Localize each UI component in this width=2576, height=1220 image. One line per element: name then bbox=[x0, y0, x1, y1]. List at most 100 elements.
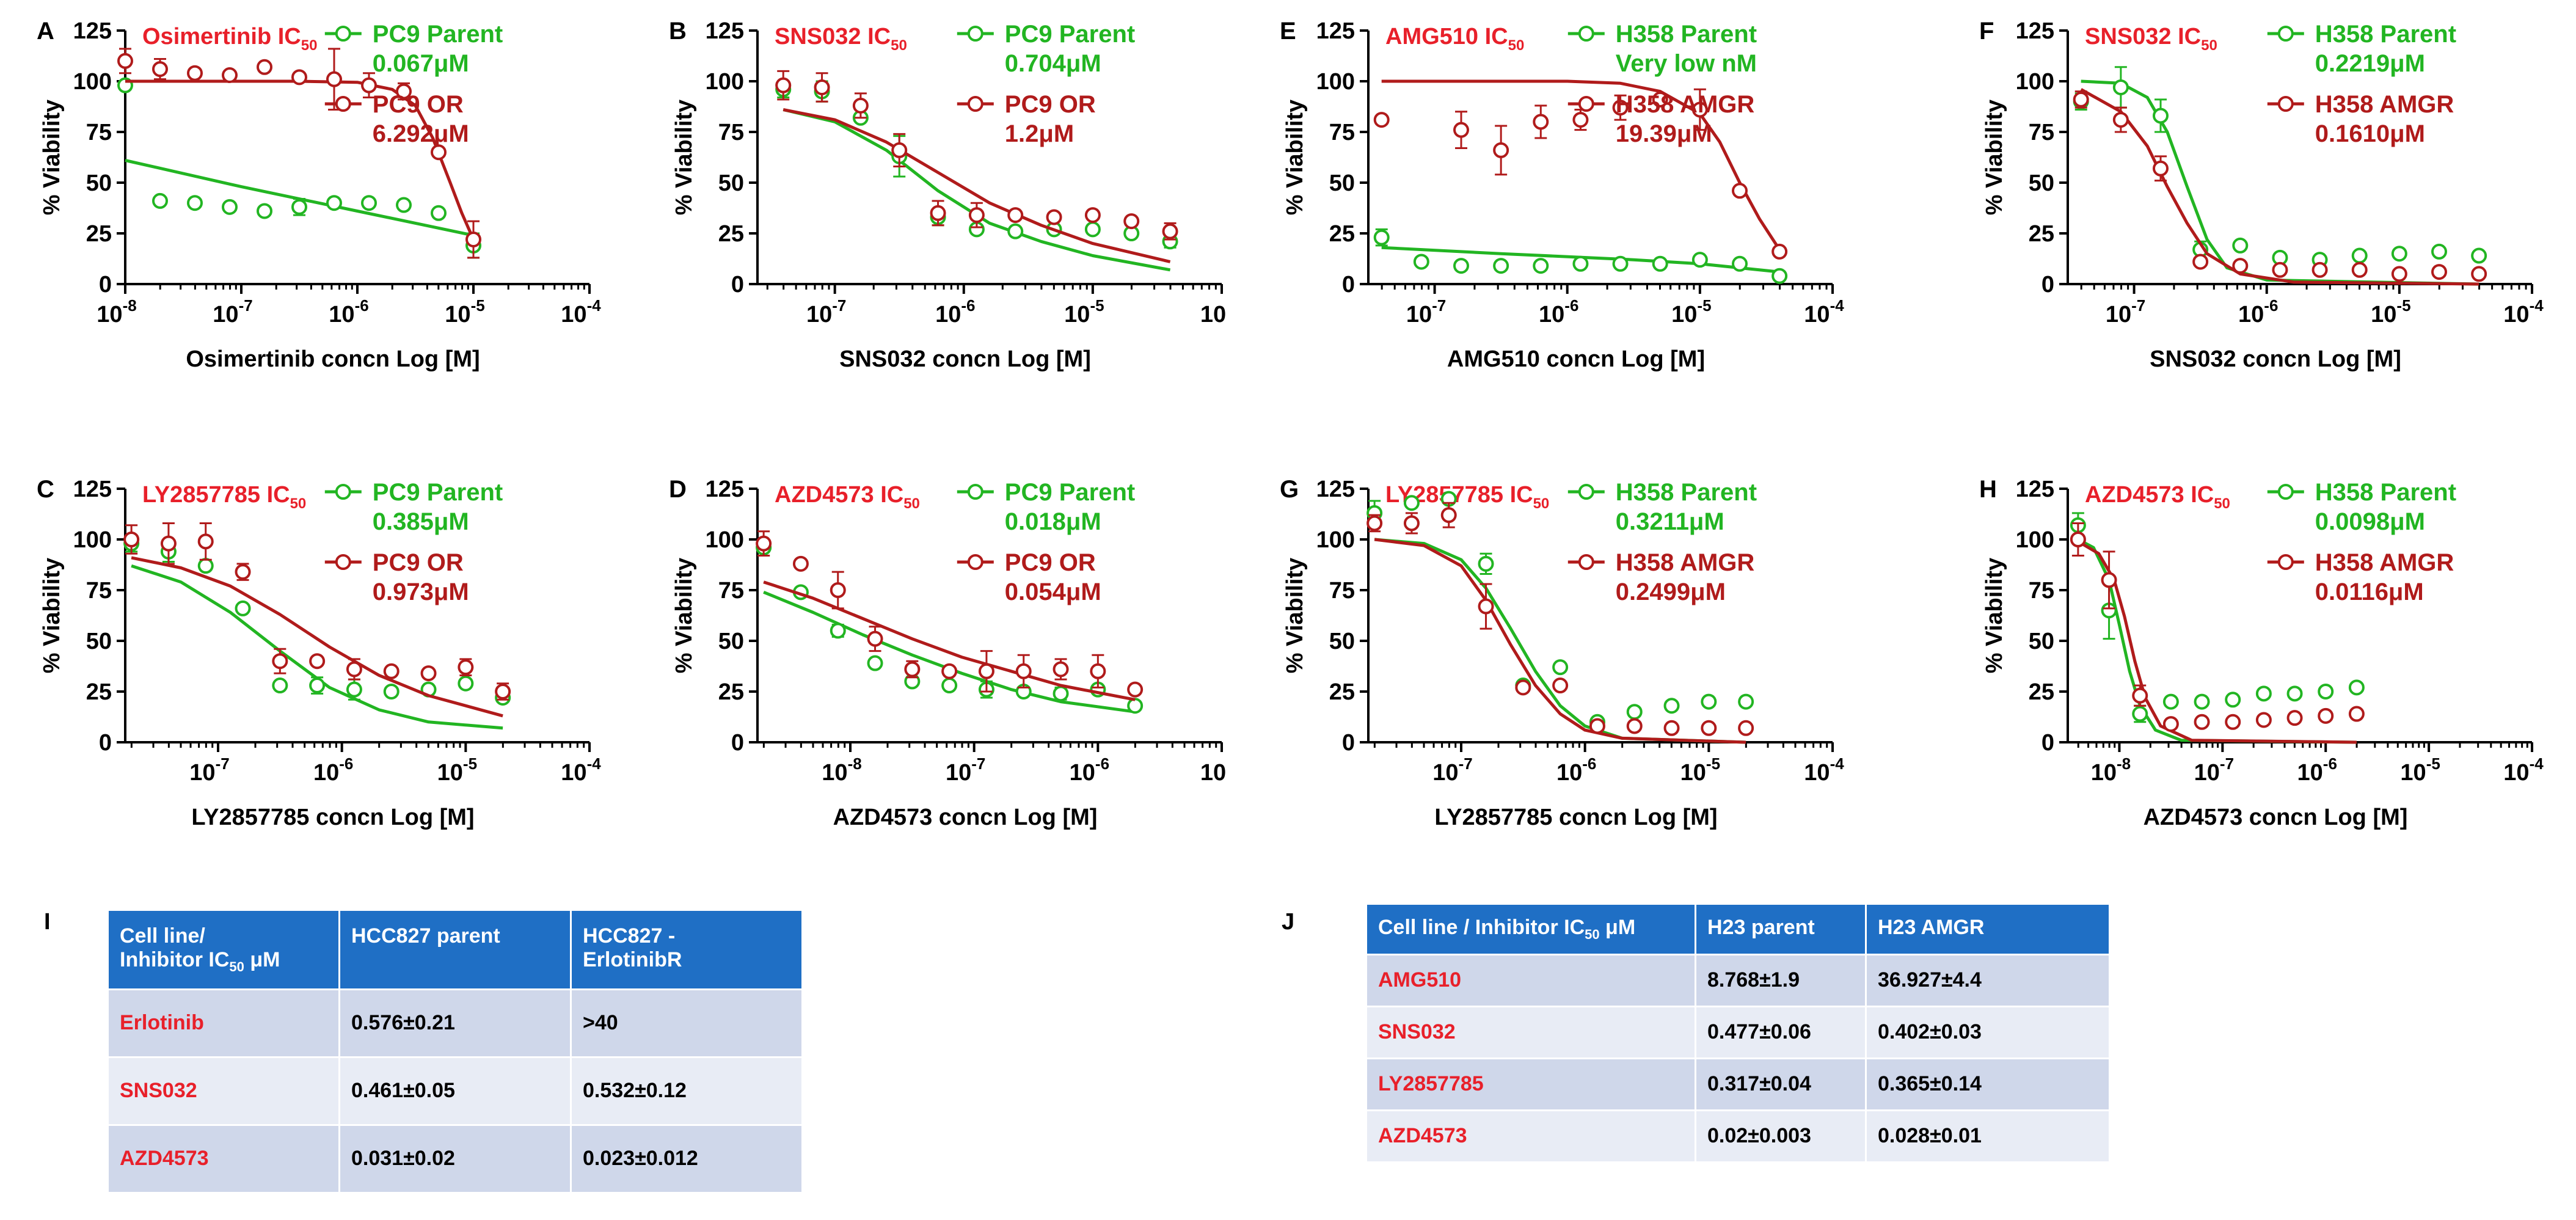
chart-title: SNS032 IC50 bbox=[2085, 24, 2217, 54]
data-point bbox=[187, 195, 203, 211]
data-point bbox=[1652, 255, 1668, 272]
y-tick-label: 0 bbox=[1342, 272, 1355, 298]
data-point bbox=[1127, 681, 1144, 698]
data-point bbox=[1053, 685, 1069, 702]
x-tick-label: 10-4 bbox=[2503, 296, 2544, 327]
y-tick-label: 50 bbox=[718, 629, 744, 654]
ic50-resistant: 0.028±0.01 bbox=[1865, 1109, 2111, 1163]
x-tick-label: 10-5 bbox=[2371, 296, 2410, 327]
data-point bbox=[222, 199, 238, 215]
data-point bbox=[1453, 122, 1469, 138]
y-tick-label: 75 bbox=[1329, 120, 1355, 145]
data-point bbox=[2311, 261, 2328, 278]
data-point bbox=[2132, 706, 2148, 722]
legend-ic50: 0.0116μM bbox=[2315, 579, 2424, 605]
data-point bbox=[160, 535, 177, 552]
y-tick-label: 0 bbox=[1342, 730, 1355, 756]
table-row: Erlotinib 0.576±0.21 >40 bbox=[107, 988, 803, 1058]
x-tick-label: 10 bbox=[1200, 760, 1226, 786]
data-point bbox=[309, 653, 326, 670]
data-point bbox=[1701, 693, 1717, 710]
panel-e: E 0 25 50 75 100 125 10-7 10-6 10-5 10-4 AMG510 con… bbox=[1280, 18, 1844, 372]
data-point bbox=[1478, 598, 1494, 615]
y-tick-label: 50 bbox=[2029, 629, 2054, 654]
data-point bbox=[1373, 229, 1390, 246]
drug-name: SNS032 bbox=[107, 1056, 340, 1126]
data-point bbox=[346, 681, 362, 698]
legend-ic50: 0.2219μM bbox=[2315, 50, 2425, 77]
y-tick-label: 50 bbox=[86, 629, 112, 654]
legend-marker bbox=[967, 26, 983, 42]
data-point bbox=[1626, 718, 1643, 734]
legend-label: PC9 Parent bbox=[373, 479, 503, 506]
panel-letter: E bbox=[1280, 18, 1296, 45]
data-point bbox=[1007, 207, 1024, 224]
data-point bbox=[197, 558, 214, 574]
x-tick-label: 10-4 bbox=[1804, 296, 1844, 327]
ic50-parent: 0.02±0.003 bbox=[1695, 1109, 1867, 1163]
data-point bbox=[123, 531, 140, 547]
chart-title: SNS032 IC50 bbox=[775, 24, 907, 54]
data-point bbox=[2471, 266, 2487, 282]
data-point bbox=[1413, 254, 1429, 270]
x-tick-label: 10-8 bbox=[97, 296, 136, 327]
legend-label: H358 AMGR bbox=[2315, 549, 2454, 576]
ic50-table-hcc827: Cell line/Inhibitor IC50 μM HCC827 paren… bbox=[107, 909, 803, 1194]
y-tick-label: 125 bbox=[2016, 477, 2054, 502]
ic50-parent: 8.768±1.9 bbox=[1695, 953, 1867, 1007]
data-point bbox=[420, 665, 437, 682]
y-tick-label: 75 bbox=[2029, 578, 2054, 604]
data-point bbox=[152, 61, 168, 78]
x-tick-label: 10-7 bbox=[1406, 296, 1446, 327]
fit-curve bbox=[783, 108, 1171, 263]
data-point bbox=[346, 661, 362, 678]
data-point bbox=[1612, 255, 1629, 272]
series-pc9-or: PC9 OR 0.973μM bbox=[123, 522, 511, 718]
data-point bbox=[1771, 243, 1788, 260]
data-point bbox=[978, 663, 994, 679]
ic50-resistant: >40 bbox=[570, 988, 803, 1058]
legend-ic50: Very low nM bbox=[1616, 50, 1757, 77]
data-point bbox=[1366, 515, 1383, 531]
y-tick-label: 50 bbox=[2029, 170, 2054, 196]
x-tick-label: 10-5 bbox=[1671, 296, 1711, 327]
data-point bbox=[2255, 685, 2272, 702]
x-tick-label: 10-5 bbox=[1064, 296, 1104, 327]
data-point bbox=[1403, 495, 1420, 511]
legend-ic50: 0.054μM bbox=[1005, 579, 1101, 605]
legend-marker bbox=[2277, 26, 2294, 42]
panel-letter: D bbox=[669, 476, 687, 503]
y-tick-label: 25 bbox=[718, 679, 744, 705]
drug-name: AZD4573 bbox=[107, 1123, 340, 1194]
legend-marker bbox=[967, 554, 983, 570]
data-point bbox=[1738, 720, 1754, 736]
legend-ic50: 0.704μM bbox=[1005, 50, 1101, 77]
table-i-header-resistant: HCC827 - ErlotinibR bbox=[570, 909, 803, 990]
x-tick-label: 10-5 bbox=[2400, 754, 2440, 786]
fit-curve bbox=[131, 564, 503, 730]
data-point bbox=[2225, 714, 2241, 730]
x-tick-label: 10-4 bbox=[561, 754, 601, 786]
data-point bbox=[152, 192, 168, 209]
data-point bbox=[1663, 698, 1680, 714]
drug-name: SNS032 bbox=[1365, 1005, 1696, 1059]
legend-marker bbox=[335, 554, 351, 570]
ic50-table-h23: Cell line / Inhibitor IC50 μM H23 parent… bbox=[1365, 903, 2111, 1163]
data-point bbox=[396, 83, 412, 100]
data-point bbox=[1053, 661, 1069, 678]
y-tick-label: 75 bbox=[2029, 120, 2054, 145]
x-axis-title: SNS032 concn Log [M] bbox=[839, 346, 1091, 372]
ic50-parent: 0.477±0.06 bbox=[1695, 1005, 1867, 1059]
fit-curve bbox=[783, 108, 1171, 272]
panel-letter: C bbox=[37, 476, 54, 503]
y-axis-title: % Viability bbox=[1982, 100, 2007, 215]
drug-name: AMG510 bbox=[1365, 953, 1696, 1007]
fit-curve bbox=[125, 79, 475, 241]
panel-letter-i: I bbox=[44, 909, 51, 935]
data-point bbox=[941, 678, 958, 694]
x-axis-title: AZD4573 concn Log [M] bbox=[833, 805, 1098, 830]
series-pc9-or: PC9 OR 0.054μM bbox=[756, 530, 1144, 701]
